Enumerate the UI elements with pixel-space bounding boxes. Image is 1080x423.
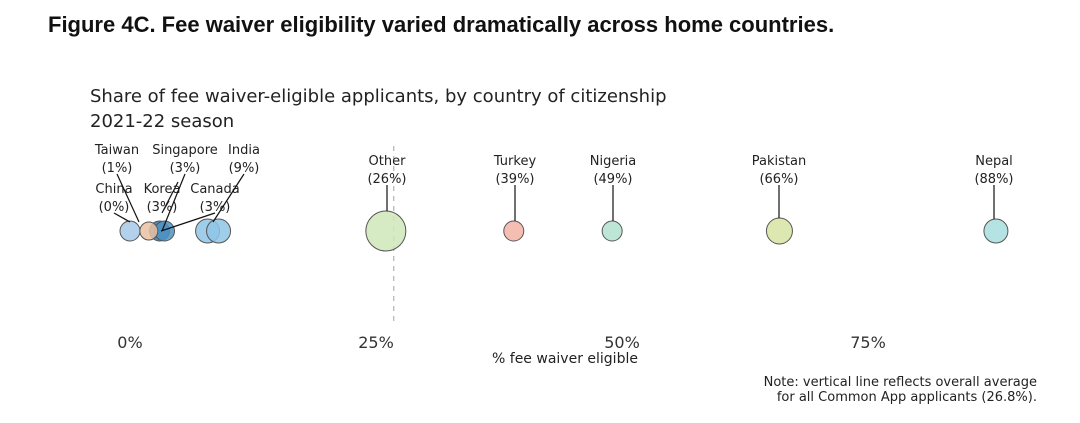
note-line-1: Note: vertical line reflects overall ave… (764, 375, 1037, 390)
label-value-pakistan: (66%) (759, 172, 798, 187)
x-axis-label: % fee waiver eligible (492, 351, 638, 367)
label-country-korea: Korea (144, 182, 181, 197)
leader-line-korea (161, 181, 179, 214)
point-other (365, 210, 407, 252)
label-country-pakistan: Pakistan (752, 154, 806, 169)
chart-title: Share of fee waiver-eligible applicants,… (90, 86, 667, 107)
leader-line-canada (160, 212, 216, 232)
chart-subtitle: 2021-22 season (90, 111, 234, 132)
label-value-korea: (3%) (147, 200, 178, 215)
x-tick-label-25: 25% (358, 333, 394, 352)
leader-line-china (113, 212, 131, 223)
label-value-china: (0%) (99, 200, 130, 215)
point-nigeria (601, 220, 623, 242)
label-value-singapore: (3%) (170, 161, 201, 176)
leader-line-singapore (161, 173, 186, 232)
x-tick-label-75: 75% (850, 333, 886, 352)
point-turkey (503, 220, 525, 242)
label-country-nigeria: Nigeria (590, 154, 637, 169)
label-value-india: (9%) (229, 161, 260, 176)
label-country-turkey: Turkey (493, 154, 537, 169)
point-pakistan (765, 217, 793, 245)
label-country-china: China (95, 182, 132, 197)
x-tick-label-0: 0% (117, 333, 142, 352)
point-india (206, 218, 232, 244)
label-value-nigeria: (49%) (593, 172, 632, 187)
note-line-2: for all Common App applicants (26.8%). (777, 390, 1037, 405)
label-country-india: India (228, 143, 260, 158)
leader-line-taiwan (116, 173, 140, 223)
label-country-other: Other (369, 154, 407, 169)
label-value-turkey: (39%) (495, 172, 534, 187)
leader-line-india (212, 173, 245, 223)
label-country-canada: Canada (190, 182, 239, 197)
point-taiwan (139, 221, 159, 241)
label-value-nepal: (88%) (974, 172, 1013, 187)
label-value-taiwan: (1%) (102, 161, 133, 176)
label-country-nepal: Nepal (975, 154, 1013, 169)
label-country-singapore: Singapore (152, 143, 218, 158)
point-china (119, 220, 141, 242)
label-value-other: (26%) (367, 172, 406, 187)
x-tick-label-50: 50% (604, 333, 640, 352)
label-country-taiwan: Taiwan (94, 143, 139, 158)
point-nepal (983, 218, 1009, 244)
figure-title: Figure 4C. Fee waiver eligibility varied… (48, 12, 835, 37)
label-value-canada: (3%) (200, 200, 231, 215)
